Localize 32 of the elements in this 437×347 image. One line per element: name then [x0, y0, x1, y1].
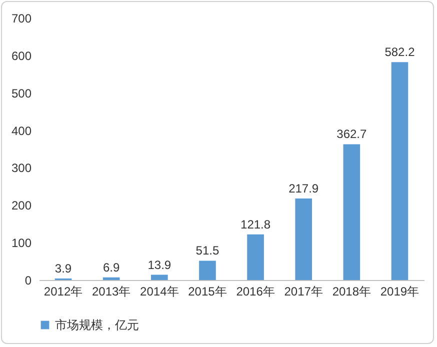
data-label: 362.7	[336, 127, 367, 142]
legend-label: 市场规模，亿元	[55, 318, 139, 332]
data-label: 582.2	[384, 45, 416, 60]
bar	[391, 62, 408, 280]
y-tick-label: 600	[11, 48, 32, 63]
x-tick-label: 2018年	[332, 284, 372, 298]
data-label: 13.9	[148, 258, 172, 272]
data-label: 121.8	[240, 217, 271, 232]
x-tick-label: 2014年	[140, 284, 179, 298]
y-tick-label: 200	[11, 198, 32, 213]
x-tick-label: 2012年	[44, 284, 83, 298]
x-tick-label: 2013年	[92, 284, 131, 298]
y-tick-label: 0	[24, 274, 32, 288]
bar	[343, 144, 360, 280]
data-label: 3.9	[54, 262, 72, 276]
bar	[199, 260, 216, 280]
data-label: 217.9	[288, 181, 319, 196]
x-tick-label: 2015年	[188, 284, 227, 298]
x-tick-label: 2017年	[284, 284, 323, 298]
y-tick-label: 100	[11, 236, 32, 250]
bar	[247, 234, 264, 280]
data-label: 51.5	[196, 244, 220, 258]
y-tick-label: 700	[11, 12, 32, 26]
bar	[295, 198, 312, 280]
bar	[150, 274, 168, 280]
bar	[102, 277, 120, 280]
y-tick-label: 400	[11, 124, 32, 138]
x-tick-label: 2016年	[236, 284, 275, 298]
y-tick-label: 500	[11, 86, 32, 100]
data-label: 6.9	[102, 260, 120, 274]
y-tick-label: 300	[11, 161, 32, 176]
x-tick-label: 2019年	[380, 284, 420, 298]
